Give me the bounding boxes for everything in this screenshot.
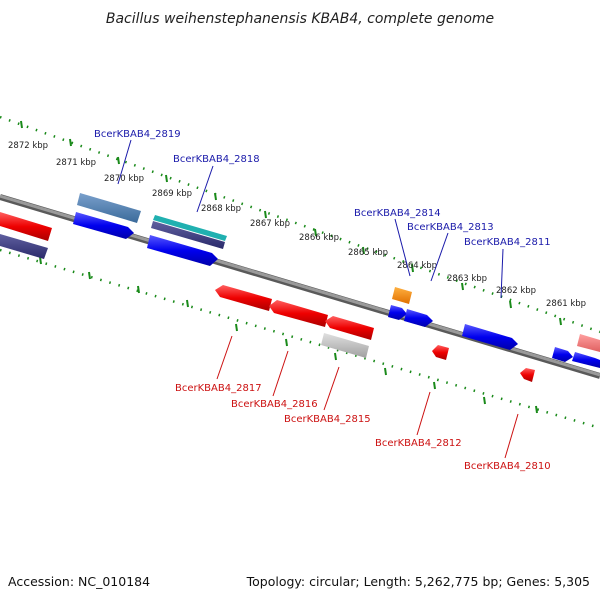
scale-label: 2861 kbp — [546, 299, 586, 309]
feature-2813[interactable] — [404, 309, 433, 327]
forward-gene-labels: BcerKBAB4_2819 BcerKBAB4_2818 BcerKBAB4_… — [94, 129, 551, 248]
feature-2817[interactable] — [215, 285, 272, 311]
feature-2811[interactable] — [462, 324, 518, 350]
scale-label: 2866 kbp — [299, 233, 339, 243]
feature-2814[interactable] — [392, 287, 412, 304]
forward-features — [0, 193, 600, 368]
feature-2816[interactable] — [269, 300, 328, 327]
feature-red-left[interactable] — [0, 212, 52, 241]
feature-2819[interactable] — [77, 193, 141, 223]
scale-label: 2870 kbp — [104, 174, 144, 184]
feature-2818-cds[interactable] — [147, 235, 218, 266]
gene-label-2813[interactable]: BcerKBAB4_2813 — [407, 222, 494, 233]
scale-label: 2862 kbp — [496, 286, 536, 296]
gene-label-2819[interactable]: BcerKBAB4_2819 — [94, 129, 181, 140]
scale-label: 2867 kbp — [250, 219, 290, 229]
inner-major-ticks — [39, 256, 538, 414]
scale-label: 2865 kbp — [348, 248, 388, 258]
gene-label-2815[interactable]: BcerKBAB4_2815 — [284, 414, 371, 425]
scale-label: 2863 kbp — [447, 274, 487, 284]
feature-2814-cds[interactable] — [388, 305, 407, 320]
gene-label-2818[interactable]: BcerKBAB4_2818 — [173, 154, 260, 165]
reverse-gene-labels: BcerKBAB4_2817 BcerKBAB4_2816 BcerKBAB4_… — [175, 383, 551, 472]
gene-label-2812[interactable]: BcerKBAB4_2812 — [375, 438, 462, 449]
scale-label: 2864 kbp — [397, 261, 437, 271]
feature-2815-cds[interactable] — [325, 316, 374, 340]
feature-2818[interactable] — [151, 221, 225, 249]
feature-navy-left[interactable] — [0, 234, 48, 259]
gene-label-2816[interactable]: BcerKBAB4_2816 — [231, 399, 318, 410]
scale-labels: 2872 kbp 2871 kbp 2870 kbp 2869 kbp 2868… — [8, 141, 586, 309]
scale-label: 2869 kbp — [152, 189, 192, 199]
genome-summary-text: Topology: circular; Length: 5,262,775 bp… — [246, 574, 590, 589]
feature-2815[interactable] — [321, 333, 369, 358]
gene-label-2814[interactable]: BcerKBAB4_2814 — [354, 208, 441, 219]
scale-label: 2871 kbp — [56, 158, 96, 168]
accession-text: Accession: NC_010184 — [8, 574, 150, 589]
outer-major-ticks — [20, 120, 562, 326]
reverse-features — [215, 285, 535, 382]
map-title: Bacillus weihenstephanensis KBAB4, compl… — [106, 11, 494, 27]
gene-label-2810[interactable]: BcerKBAB4_2810 — [464, 461, 551, 472]
feature-2812[interactable] — [432, 345, 449, 360]
scale-label: 2872 kbp — [8, 141, 48, 151]
gene-label-2811[interactable]: BcerKBAB4_2811 — [464, 237, 551, 248]
feature-pink-right[interactable] — [577, 334, 600, 352]
gene-label-2817[interactable]: BcerKBAB4_2817 — [175, 383, 262, 394]
feature-blue-right-a[interactable] — [552, 347, 573, 362]
feature-blue-right-b[interactable] — [572, 352, 600, 368]
feature-2818-rna[interactable] — [153, 215, 227, 241]
reverse-leader-lines — [216, 335, 519, 459]
feature-2810[interactable] — [520, 368, 535, 382]
feature-2819-cds[interactable] — [73, 212, 134, 239]
forward-leader-lines — [117, 139, 504, 299]
scale-label: 2868 kbp — [201, 204, 241, 214]
